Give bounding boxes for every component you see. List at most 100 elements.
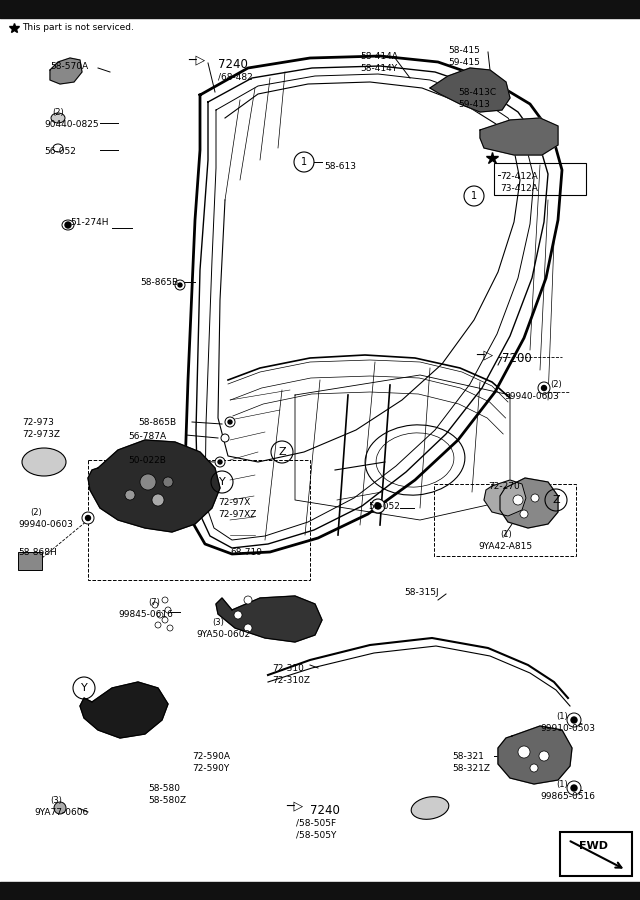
Circle shape — [221, 434, 229, 442]
Text: Y: Y — [219, 477, 225, 487]
Circle shape — [165, 607, 171, 613]
Circle shape — [541, 385, 547, 391]
Circle shape — [530, 764, 538, 772]
Text: 51-274H: 51-274H — [70, 218, 109, 227]
Text: 90440-0825: 90440-0825 — [44, 120, 99, 129]
Circle shape — [520, 510, 528, 518]
Circle shape — [571, 785, 577, 791]
Circle shape — [225, 417, 235, 427]
Text: (3): (3) — [50, 796, 62, 805]
Polygon shape — [430, 68, 510, 112]
Polygon shape — [498, 726, 572, 784]
Circle shape — [162, 597, 168, 603]
Circle shape — [157, 612, 163, 618]
Ellipse shape — [62, 220, 74, 230]
Circle shape — [531, 494, 539, 502]
Text: 58-613: 58-613 — [324, 162, 356, 171]
Circle shape — [538, 382, 550, 394]
Circle shape — [571, 717, 577, 723]
Ellipse shape — [411, 796, 449, 819]
Text: 58-321: 58-321 — [452, 752, 484, 761]
Circle shape — [513, 495, 523, 505]
Polygon shape — [88, 440, 220, 532]
Text: 58-570A: 58-570A — [50, 62, 88, 71]
Text: 58-315J: 58-315J — [404, 588, 438, 597]
Text: Y: Y — [81, 683, 88, 693]
Text: (1): (1) — [500, 530, 512, 539]
Circle shape — [140, 474, 156, 490]
Text: (2): (2) — [550, 380, 562, 389]
Text: 72-590A: 72-590A — [192, 752, 230, 761]
Text: (2): (2) — [52, 108, 64, 117]
Text: (1): (1) — [556, 712, 568, 721]
Polygon shape — [50, 58, 82, 84]
Text: 58-414A: 58-414A — [360, 52, 398, 61]
Circle shape — [125, 490, 135, 500]
Text: 1: 1 — [301, 157, 307, 167]
Bar — [88, 460, 310, 580]
Circle shape — [152, 602, 158, 608]
Text: 7200: 7200 — [502, 352, 532, 365]
Text: 9YA42-A815: 9YA42-A815 — [478, 542, 532, 551]
Text: Z: Z — [552, 495, 560, 505]
Text: 68-719: 68-719 — [230, 548, 262, 557]
Text: (7): (7) — [148, 598, 160, 607]
Text: 99845-0616: 99845-0616 — [118, 610, 173, 619]
Circle shape — [215, 457, 225, 467]
Text: 50-022B: 50-022B — [128, 456, 166, 465]
Text: 72-590Y: 72-590Y — [192, 764, 229, 773]
Text: /58-505Y: /58-505Y — [296, 830, 337, 839]
Text: 99865-0516: 99865-0516 — [540, 792, 595, 801]
Circle shape — [155, 622, 161, 628]
Bar — [18, 552, 42, 570]
Text: This part is not serviced.: This part is not serviced. — [22, 23, 134, 32]
Circle shape — [371, 499, 385, 513]
Text: 99910-0503: 99910-0503 — [540, 724, 595, 733]
Circle shape — [82, 512, 94, 524]
Text: ─▷: ─▷ — [286, 799, 303, 813]
Text: 72-270: 72-270 — [488, 482, 520, 491]
Ellipse shape — [22, 448, 66, 476]
Text: 58-414Y: 58-414Y — [360, 64, 397, 73]
Circle shape — [518, 746, 530, 758]
Text: (3): (3) — [212, 618, 224, 627]
Text: 72-973Z: 72-973Z — [22, 430, 60, 439]
Text: FWD: FWD — [579, 841, 609, 851]
Polygon shape — [216, 596, 322, 642]
Text: 56-052: 56-052 — [44, 147, 76, 156]
Text: /58-505F: /58-505F — [296, 818, 336, 827]
Circle shape — [175, 280, 185, 290]
Polygon shape — [480, 118, 558, 155]
Text: 72-412A: 72-412A — [500, 172, 538, 181]
Text: 72-310Z: 72-310Z — [272, 676, 310, 685]
Circle shape — [228, 420, 232, 424]
Text: 56-052: 56-052 — [368, 502, 400, 511]
Bar — [560, 832, 632, 876]
Circle shape — [152, 494, 164, 506]
Text: 99940-0603: 99940-0603 — [18, 520, 73, 529]
Text: 58-865B: 58-865B — [138, 418, 176, 427]
Text: 9YA50-0602: 9YA50-0602 — [196, 630, 250, 639]
Circle shape — [567, 713, 581, 727]
Text: 58-580: 58-580 — [148, 784, 180, 793]
Polygon shape — [500, 478, 558, 528]
Ellipse shape — [51, 113, 65, 123]
Circle shape — [54, 802, 66, 814]
Circle shape — [234, 611, 242, 619]
Text: 59-415: 59-415 — [448, 58, 480, 67]
Circle shape — [244, 596, 252, 604]
Text: 58-415: 58-415 — [448, 46, 480, 55]
Ellipse shape — [53, 144, 63, 152]
Text: 72-97XZ: 72-97XZ — [218, 510, 257, 519]
Text: 7240: 7240 — [310, 804, 340, 817]
Text: 73-412A: 73-412A — [500, 184, 538, 193]
Text: 7240: 7240 — [218, 58, 248, 71]
Text: ─▷: ─▷ — [188, 53, 205, 67]
Text: 1: 1 — [471, 191, 477, 201]
Text: 72-97X: 72-97X — [218, 498, 250, 507]
Text: 58-413C: 58-413C — [458, 88, 496, 97]
Circle shape — [539, 751, 549, 761]
Text: 72-973: 72-973 — [22, 418, 54, 427]
Text: 58-321Z: 58-321Z — [452, 764, 490, 773]
Text: 58-868H: 58-868H — [18, 548, 57, 557]
